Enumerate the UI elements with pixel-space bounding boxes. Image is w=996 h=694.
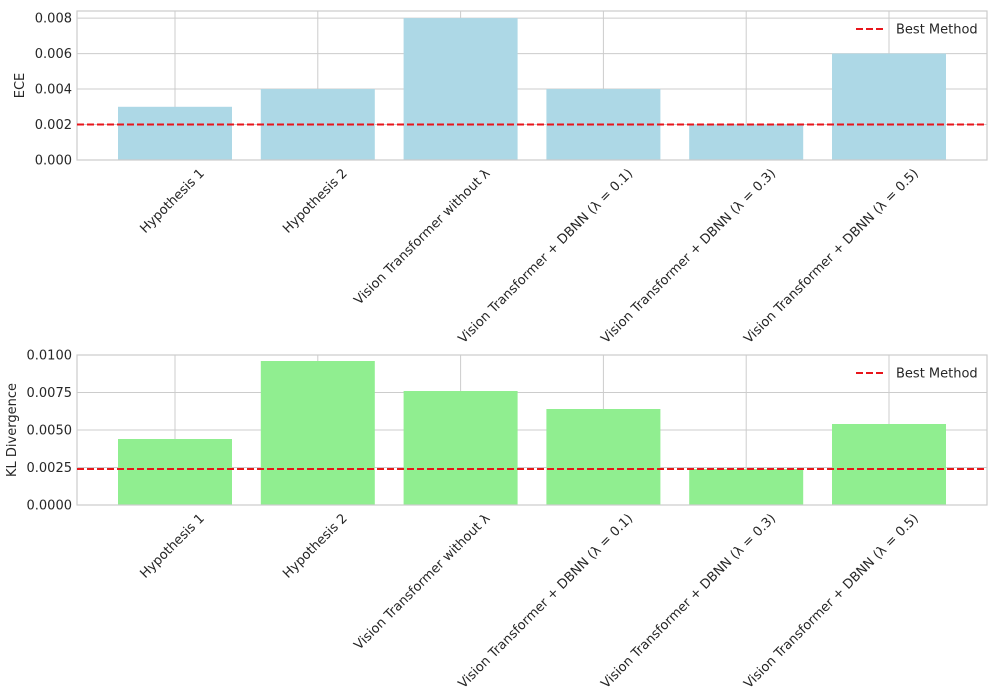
- y-tick-label: 0.0050: [27, 424, 73, 439]
- chart-panel-ece: 0.000 0.002 0.004 0.006 0.008 ECE Hypothesis 1…: [13, 10, 988, 347]
- bar-2: [260, 361, 375, 505]
- x-tick-label: Hypothesis 2: [280, 166, 350, 236]
- bar-5: [689, 124, 804, 160]
- x-tick-label: Vision Transformer + DBNN (λ = 0.5): [741, 166, 922, 347]
- y-tick-label: 0.0025: [27, 461, 73, 476]
- y-tick-label: 0.004: [35, 83, 72, 98]
- legend: Best Method: [856, 23, 978, 38]
- axes-frame: [76, 354, 988, 506]
- y-tick-label: 0.000: [35, 154, 72, 169]
- bar-6: [832, 424, 946, 505]
- x-tick-label: Vision Transformer + DBNN (λ = 0.5): [741, 511, 922, 690]
- x-tick-label: Hypothesis 2: [280, 511, 350, 581]
- bar-1: [118, 439, 232, 505]
- legend-label: Best Method: [896, 23, 978, 38]
- y-tick-label: 0.008: [35, 12, 72, 27]
- x-tick-label: Vision Transformer + DBNN (λ = 0.3): [599, 511, 780, 690]
- y-tick-label: 0.0075: [27, 386, 73, 401]
- x-tick-label: Vision Transformer without λ: [351, 511, 493, 653]
- bar-3: [403, 18, 518, 160]
- bar-1: [118, 106, 232, 160]
- legend: Best Method: [856, 367, 978, 382]
- bar-6: [832, 53, 946, 161]
- bar-5: [689, 469, 804, 505]
- x-tick-label: Hypothesis 1: [137, 511, 207, 581]
- y-tick-label: 0.0000: [27, 499, 73, 514]
- bar-4: [546, 409, 661, 505]
- chart-panel-kl: 0.0000 0.0025 0.0050 0.0075 0.0100 KL Diverge…: [5, 349, 988, 692]
- x-tick-label: Vision Transformer without λ: [351, 166, 493, 308]
- y-tick-label: 0.006: [35, 47, 72, 62]
- y-tick-label: 0.002: [35, 118, 72, 133]
- y-axis-label: KL Divergence: [5, 383, 20, 477]
- x-tick-label: Vision Transformer + DBNN (λ = 0.1): [456, 511, 637, 690]
- x-tick-label: Hypothesis 1: [137, 166, 207, 236]
- legend-label: Best Method: [896, 367, 978, 382]
- y-axis-label: ECE: [13, 73, 28, 99]
- y-tick-label: 0.0100: [27, 349, 73, 364]
- bar-3: [403, 391, 518, 505]
- x-tick-label: Vision Transformer + DBNN (λ = 0.1): [456, 166, 637, 347]
- axes-frame: [76, 10, 988, 161]
- x-tick-label: Vision Transformer + DBNN (λ = 0.3): [599, 166, 780, 347]
